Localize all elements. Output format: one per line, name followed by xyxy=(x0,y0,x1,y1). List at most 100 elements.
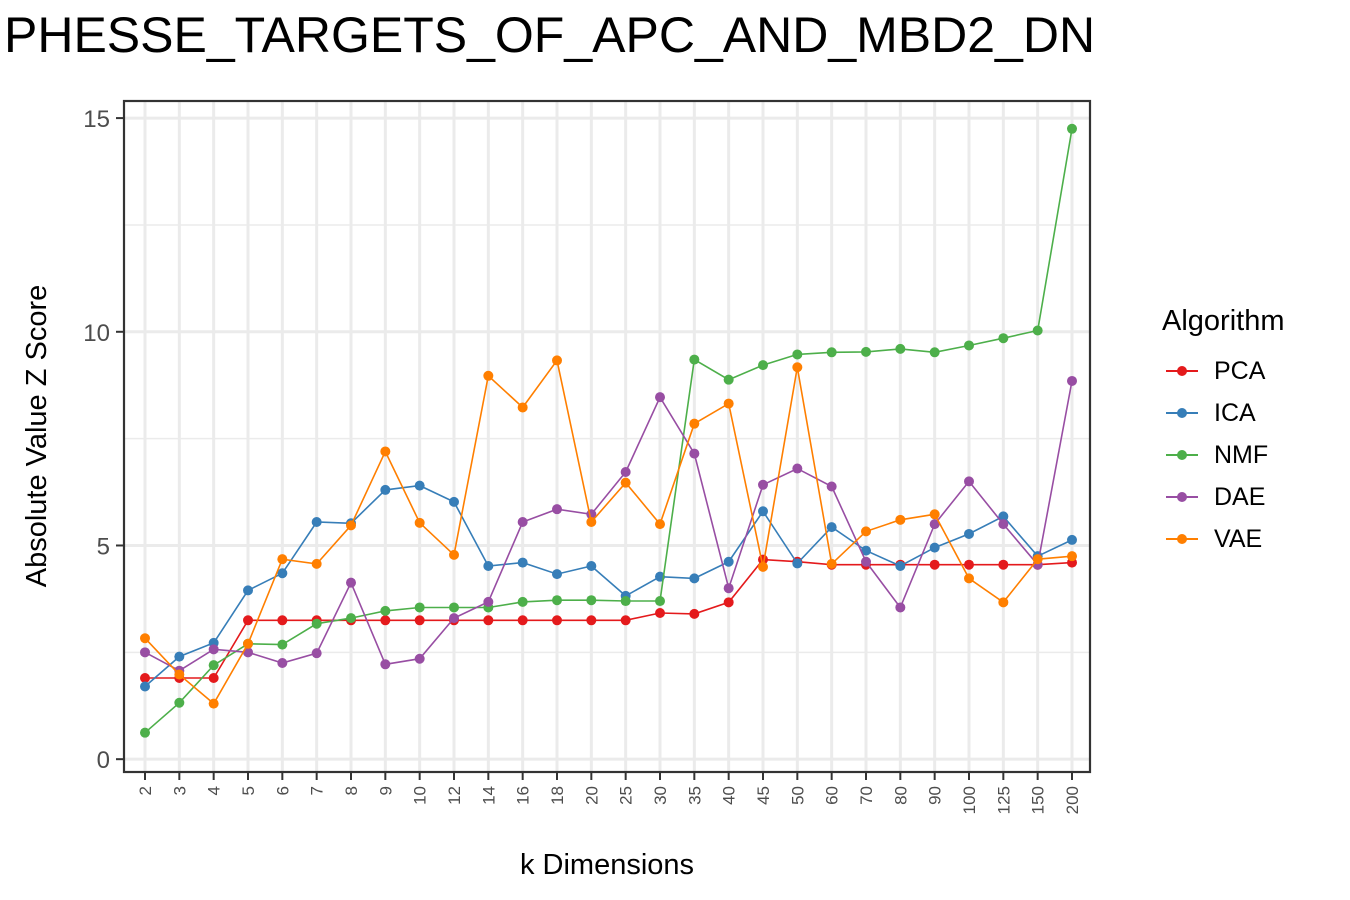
data-point-nmf xyxy=(140,727,150,738)
x-tick-label: 18 xyxy=(548,786,567,805)
data-point-nmf xyxy=(380,605,391,616)
legend-label: NMF xyxy=(1214,440,1269,469)
data-point-nmf xyxy=(620,596,631,607)
data-point-dae xyxy=(449,613,459,624)
y-tick-label: 15 xyxy=(83,106,110,133)
data-point-dae xyxy=(964,476,974,487)
data-point-vae xyxy=(311,558,322,569)
data-point-ica xyxy=(964,528,974,539)
data-point-nmf xyxy=(311,618,322,629)
x-tick-label: 12 xyxy=(445,786,464,805)
data-point-dae xyxy=(208,644,219,655)
data-point-nmf xyxy=(723,374,734,385)
data-point-vae xyxy=(964,573,974,584)
data-point-ica xyxy=(998,511,1009,522)
data-point-dae xyxy=(140,647,150,658)
data-point-nmf xyxy=(964,340,974,351)
x-tick-label: 60 xyxy=(823,786,842,805)
data-point-vae xyxy=(1032,554,1043,565)
y-tick-label: 5 xyxy=(97,533,110,560)
data-point-vae xyxy=(243,638,253,649)
data-point-nmf xyxy=(998,333,1009,344)
data-point-ica xyxy=(826,522,837,533)
data-point-pca xyxy=(517,615,528,626)
data-point-vae xyxy=(346,520,356,531)
data-point-pca xyxy=(380,615,391,626)
x-tick-label: 100 xyxy=(960,786,979,814)
chart-title: PHESSE_TARGETS_OF_APC_AND_MBD2_DN xyxy=(4,7,1096,63)
x-tick-label: 30 xyxy=(651,786,670,805)
data-point-dae xyxy=(689,448,700,459)
series-vae xyxy=(140,355,1077,709)
legend: Algorithm PCA ICA NMF DAE VAE xyxy=(1162,305,1285,560)
data-point-dae xyxy=(861,556,871,567)
data-point-ica xyxy=(483,560,494,571)
data-point-pca xyxy=(414,615,425,626)
data-point-pca xyxy=(277,615,288,626)
data-point-nmf xyxy=(586,595,597,606)
data-point-ica xyxy=(758,506,768,517)
data-point-ica xyxy=(174,651,185,662)
data-point-nmf xyxy=(895,343,906,354)
data-point-vae xyxy=(174,669,185,680)
x-tick-label: 2 xyxy=(136,786,155,795)
x-tick-label: 4 xyxy=(205,786,224,795)
data-point-pca xyxy=(483,615,494,626)
data-point-dae xyxy=(380,659,391,670)
data-point-vae xyxy=(1067,551,1077,562)
data-point-vae xyxy=(998,597,1009,608)
data-point-dae xyxy=(723,583,734,594)
data-point-ica xyxy=(311,516,322,527)
x-tick-label: 8 xyxy=(342,786,361,795)
data-point-pca xyxy=(586,615,597,626)
x-tick-label: 9 xyxy=(376,786,395,795)
x-tick-label: 40 xyxy=(720,786,739,805)
x-tick-label: 35 xyxy=(685,786,704,805)
data-point-dae xyxy=(655,392,665,403)
data-point-nmf xyxy=(1067,123,1077,134)
data-point-ica xyxy=(517,557,528,568)
x-tick-label: 90 xyxy=(926,786,945,805)
x-tick-label: 25 xyxy=(617,786,636,805)
data-point-nmf xyxy=(208,660,219,671)
data-point-ica xyxy=(929,542,940,553)
data-point-vae xyxy=(380,446,391,457)
panel-background xyxy=(124,101,1090,772)
data-point-dae xyxy=(277,658,288,669)
data-point-vae xyxy=(449,549,459,560)
data-point-dae xyxy=(414,653,425,664)
data-point-vae xyxy=(655,519,665,530)
data-point-ica xyxy=(792,558,803,569)
data-point-dae xyxy=(243,647,253,658)
data-point-nmf xyxy=(1032,325,1043,336)
data-point-pca xyxy=(655,608,665,619)
legend-title: Algorithm xyxy=(1162,305,1285,337)
data-point-dae xyxy=(929,519,940,530)
series-dae xyxy=(140,375,1077,676)
data-point-vae xyxy=(517,402,528,413)
legend-item-nmf: NMF xyxy=(1162,434,1285,476)
x-tick-label: 150 xyxy=(1029,786,1048,814)
data-point-ica xyxy=(861,545,871,556)
x-tick-label: 45 xyxy=(754,786,773,805)
x-tick-label: 50 xyxy=(788,786,807,805)
data-point-vae xyxy=(277,554,288,565)
data-point-dae xyxy=(346,577,356,588)
series-line-ica xyxy=(144,484,1073,688)
data-point-nmf xyxy=(517,596,528,607)
data-point-dae xyxy=(826,481,837,492)
data-point-nmf xyxy=(277,639,288,650)
x-tick-label: 5 xyxy=(239,786,258,795)
data-point-pca xyxy=(243,615,253,626)
x-tick-label: 7 xyxy=(308,786,327,795)
x-tick-label: 70 xyxy=(857,786,876,805)
series-line-vae xyxy=(144,358,1073,705)
data-point-nmf xyxy=(758,360,768,371)
series-line-nmf xyxy=(144,128,1073,734)
data-point-pca xyxy=(929,559,940,570)
data-point-vae xyxy=(861,526,871,537)
data-point-pca xyxy=(964,559,974,570)
data-point-vae xyxy=(414,517,425,528)
legend-label: DAE xyxy=(1214,482,1266,511)
